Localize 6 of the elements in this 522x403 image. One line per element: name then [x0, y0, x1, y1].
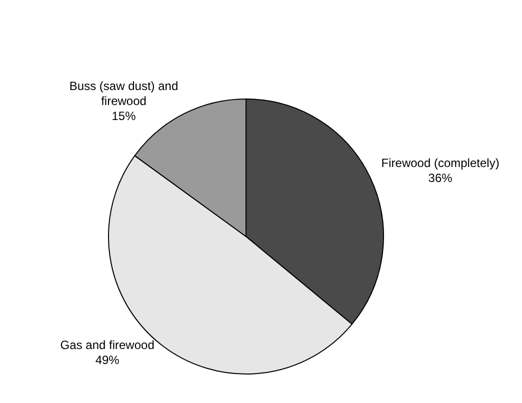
slice-label: Buss (saw dust) and firewood [69, 79, 178, 108]
data-label: 49% [95, 352, 120, 367]
slice-label: Gas and firewood [60, 338, 154, 352]
slice-label: Firewood (completely) [381, 156, 500, 170]
data-label: 36% [428, 171, 453, 186]
data-label: 15% [112, 109, 136, 124]
